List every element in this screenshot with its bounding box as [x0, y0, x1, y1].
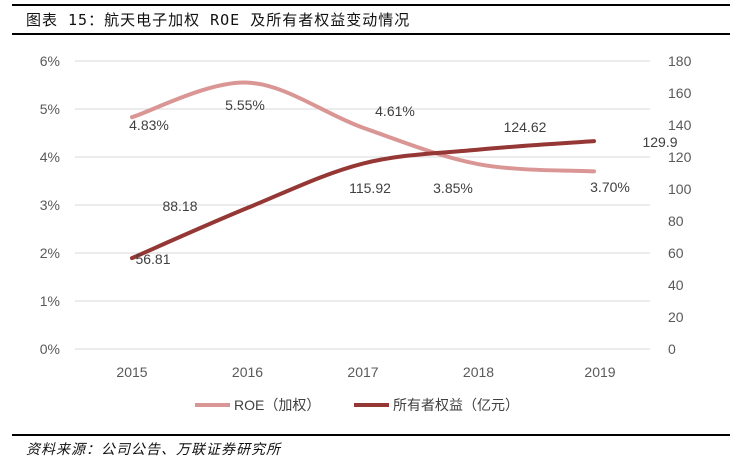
right-tick-label: 180: [668, 53, 692, 69]
left-tick-label: 4%: [40, 149, 60, 165]
left-tick-label: 5%: [40, 101, 60, 117]
left-tick-label: 1%: [40, 293, 60, 309]
right-tick-label: 160: [668, 85, 692, 101]
x-tick-label: 2017: [347, 364, 378, 380]
roe-line: [130, 80, 596, 174]
right-tick-label: 100: [668, 181, 692, 197]
data-label: 56.81: [135, 251, 170, 267]
legend-label-equity: 所有者权益（亿元）: [393, 397, 519, 413]
title-rule: [12, 33, 730, 35]
top-rule: [12, 4, 730, 6]
left-tick-label: 0%: [40, 341, 60, 357]
right-tick-label: 80: [668, 213, 684, 229]
right-tick-label: 60: [668, 245, 684, 261]
data-label: 4.61%: [375, 103, 415, 119]
data-label: 115.92: [349, 180, 391, 196]
data-label: 5.55%: [225, 97, 265, 113]
source-note: 资料来源：公司公告、万联证券研究所: [26, 442, 281, 458]
data-label: 88.18: [162, 198, 197, 214]
legend-label-roe: ROE（加权）: [234, 397, 320, 413]
figure-title: 图表 15：航天电子加权 ROE 及所有者权益变动情况: [26, 11, 411, 29]
right-tick-label: 20: [668, 309, 684, 325]
data-label: 3.70%: [590, 179, 630, 195]
data-label: 129.9: [642, 134, 677, 150]
data-label: 3.85%: [433, 180, 473, 196]
x-tick-label: 2015: [116, 364, 147, 380]
x-tick-label: 2018: [463, 364, 494, 380]
right-tick-label: 40: [668, 277, 684, 293]
left-tick-label: 2%: [40, 245, 60, 261]
x-tick-label: 2016: [232, 364, 263, 380]
data-label: 4.83%: [129, 117, 169, 133]
left-tick-label: 6%: [40, 53, 60, 69]
bottom-rule: [12, 434, 730, 436]
right-tick-label: 140: [668, 117, 692, 133]
data-label: 124.62: [504, 119, 547, 135]
x-tick-label: 2019: [584, 364, 615, 380]
right-tick-label: 120: [668, 149, 692, 165]
equity-line: [130, 139, 596, 261]
left-tick-label: 3%: [40, 197, 60, 213]
right-tick-label: 0: [668, 341, 676, 357]
line-chart: 0% 1% 2% 3% 4% 5% 6% 0 20 40 60 80 100 120 140 160 180 20…: [40, 53, 692, 413]
